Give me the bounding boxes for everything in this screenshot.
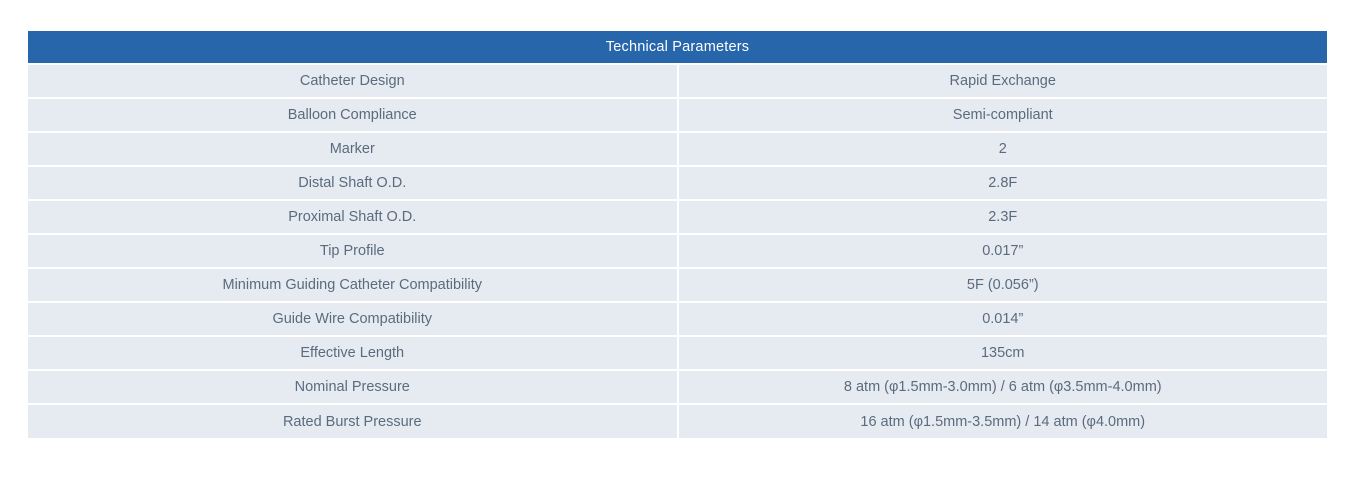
parameter-value: Rapid Exchange: [677, 64, 1327, 99]
table-row: Guide Wire Compatibility 0.014”: [28, 302, 1327, 337]
table-row: Minimum Guiding Catheter Compatibility 5…: [28, 268, 1327, 303]
parameter-value: 16 atm (φ1.5mm-3.5mm) / 14 atm (φ4.0mm): [677, 404, 1327, 438]
parameter-value: 2: [677, 132, 1327, 167]
table-row: Tip Profile 0.017”: [28, 234, 1327, 269]
parameter-label: Tip Profile: [28, 234, 679, 269]
table-body: Catheter Design Rapid Exchange Balloon C…: [28, 64, 1327, 438]
table-row: Effective Length 135cm: [28, 336, 1327, 371]
table-row: Marker 2: [28, 132, 1327, 167]
parameter-value: 135cm: [677, 336, 1327, 371]
parameter-label: Proximal Shaft O.D.: [28, 200, 679, 235]
technical-parameters-section: Technical Parameters Catheter Design Rap…: [28, 31, 1327, 438]
table-row: Proximal Shaft O.D. 2.3F: [28, 200, 1327, 235]
parameter-label: Balloon Compliance: [28, 98, 679, 133]
table-row: Rated Burst Pressure 16 atm (φ1.5mm-3.5m…: [28, 404, 1327, 438]
parameter-value: 0.014”: [677, 302, 1327, 337]
table-header-row: Technical Parameters: [28, 31, 1327, 65]
parameter-label: Nominal Pressure: [28, 370, 679, 405]
parameter-label: Rated Burst Pressure: [28, 404, 679, 438]
parameter-label: Catheter Design: [28, 64, 679, 99]
table-row: Nominal Pressure 8 atm (φ1.5mm-3.0mm) / …: [28, 370, 1327, 405]
table-row: Distal Shaft O.D. 2.8F: [28, 166, 1327, 201]
table-row: Catheter Design Rapid Exchange: [28, 64, 1327, 99]
parameter-value: 2.3F: [677, 200, 1327, 235]
table-row: Balloon Compliance Semi-compliant: [28, 98, 1327, 133]
parameter-value: 0.017”: [677, 234, 1327, 269]
parameter-value: 8 atm (φ1.5mm-3.0mm) / 6 atm (φ3.5mm-4.0…: [677, 370, 1327, 405]
parameter-value: Semi-compliant: [677, 98, 1327, 133]
parameter-label: Guide Wire Compatibility: [28, 302, 679, 337]
technical-parameters-table: Technical Parameters Catheter Design Rap…: [28, 31, 1327, 438]
parameter-label: Minimum Guiding Catheter Compatibility: [28, 268, 679, 303]
parameter-label: Effective Length: [28, 336, 679, 371]
parameter-value: 2.8F: [677, 166, 1327, 201]
parameter-value: 5F (0.056”): [677, 268, 1327, 303]
parameter-label: Marker: [28, 132, 679, 167]
parameter-label: Distal Shaft O.D.: [28, 166, 679, 201]
table-title: Technical Parameters: [28, 31, 1327, 65]
